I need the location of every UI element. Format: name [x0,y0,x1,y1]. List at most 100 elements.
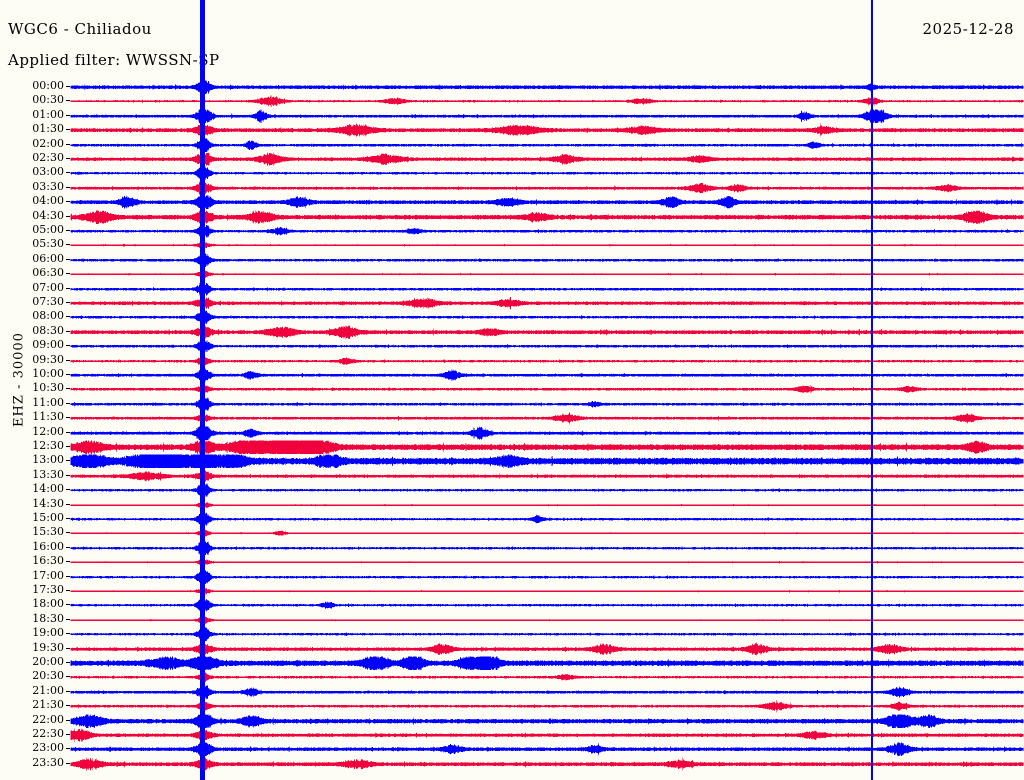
trace-time-label: 19:30 [32,640,64,654]
axis-tick [66,705,70,707]
trace-row: 17:30 [0,583,1024,599]
seismic-trace [70,699,1024,714]
trace-row: 21:00 [0,684,1024,700]
trace-time-label: 01:00 [32,107,64,121]
trace-time-label: 12:00 [32,424,64,438]
trace-row: 13:00 [0,453,1024,469]
axis-tick [66,618,70,620]
seismic-trace [70,152,1024,167]
trace-row: 20:00 [0,655,1024,671]
trace-time-label: 23:00 [32,741,64,755]
axis-tick [66,402,70,404]
trace-row: 05:00 [0,223,1024,239]
date-label: 2025-12-28 [922,20,1014,38]
axis-tick [66,359,70,361]
trace-time-label: 03:00 [32,165,64,179]
axis-tick [66,575,70,577]
axis-tick [66,748,70,750]
trace-time-label: 08:30 [32,323,64,337]
seismic-trace [70,454,1024,469]
seismic-trace [70,209,1024,225]
axis-tick [66,734,70,735]
trace-time-label: 02:30 [32,151,64,164]
trace-row: 08:00 [0,309,1024,325]
axis-tick [66,258,70,260]
seismic-trace [70,425,1024,441]
trace-time-label: 19:00 [32,626,64,640]
trace-row: 22:30 [0,727,1024,743]
seismic-trace [70,267,1024,282]
trace-time-label: 13:30 [32,467,64,481]
trace-row: 15:00 [0,511,1024,527]
axis-tick [66,287,70,289]
seismic-trace [70,728,1024,743]
trace-time-label: 04:00 [32,194,64,208]
seismic-trace [70,397,1024,412]
trace-time-label: 22:00 [32,712,64,726]
seismic-trace [70,224,1024,239]
axis-tick [66,86,70,87]
seismic-trace [70,685,1024,700]
trace-row: 02:00 [0,137,1024,153]
seismic-trace [70,498,1024,513]
helicorder-plot: 00:00 00:30 01:00 01:30 02:00 02:30 03:00 03:30… [0,79,1024,780]
seismic-trace [70,512,1024,527]
axis-tick [66,662,70,663]
axis-tick [66,143,70,145]
trace-row: 05:30 [0,237,1024,253]
seismic-trace [70,325,1024,340]
trace-time-label: 17:00 [32,568,64,582]
seismic-trace [70,411,1024,426]
trace-row: 06:00 [0,252,1024,268]
seismic-trace [70,627,1024,642]
trace-time-label: 18:30 [32,611,64,625]
trace-row: 01:30 [0,122,1024,138]
axis-tick [66,345,70,347]
trace-time-label: 18:00 [32,597,64,611]
trace-row: 22:00 [0,712,1024,729]
seismic-trace [70,541,1024,556]
trace-time-label: 23:30 [32,755,64,769]
seismic-trace [70,253,1024,268]
axis-tick [66,474,70,476]
trace-row: 00:00 [0,79,1024,95]
axis-tick [66,186,70,188]
trace-row: 06:30 [0,266,1024,282]
axis-tick [66,388,70,390]
trace-time-label: 15:30 [32,525,64,539]
axis-tick [66,546,70,548]
trace-row: 15:30 [0,525,1024,541]
trace-time-label: 06:30 [32,266,64,280]
trace-time-label: 01:30 [32,122,64,136]
trace-row: 01:00 [0,107,1024,124]
axis-tick [66,431,70,433]
trace-row: 03:00 [0,165,1024,181]
axis-tick [66,158,70,159]
seismic-trace [70,483,1024,498]
trace-time-label: 16:30 [32,554,64,568]
trace-row: 12:00 [0,424,1024,441]
seismic-trace [70,296,1024,311]
seismic-trace [70,123,1024,138]
trace-time-label: 11:30 [32,410,64,424]
seismic-trace [70,713,1024,729]
trace-time-label: 00:00 [32,79,64,92]
axis-tick [66,244,70,246]
trace-time-label: 10:30 [32,381,64,395]
trace-row: 16:00 [0,540,1024,556]
axis-tick [66,374,70,375]
trace-row: 09:30 [0,353,1024,369]
trace-time-label: 11:00 [32,395,64,409]
trace-time-label: 13:00 [32,453,64,467]
axis-tick [66,230,70,231]
trace-time-label: 00:30 [32,93,64,107]
seismic-trace [70,339,1024,354]
trace-row: 14:00 [0,482,1024,498]
axis-tick [66,330,70,332]
trace-row: 04:00 [0,194,1024,210]
seismic-trace [70,109,1024,124]
trace-time-label: 05:00 [32,223,64,236]
axis-tick [66,518,70,519]
axis-tick [66,100,70,102]
